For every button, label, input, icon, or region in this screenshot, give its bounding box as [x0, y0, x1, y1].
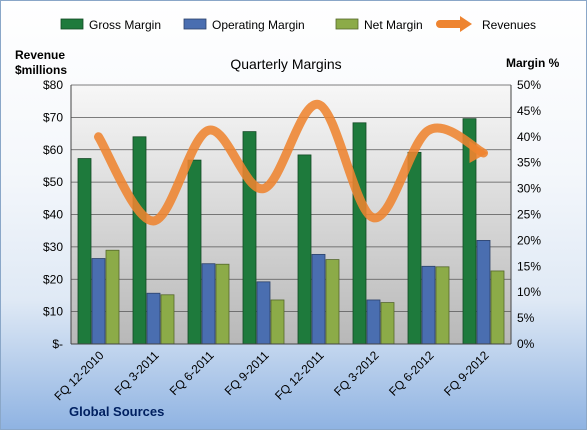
- right-tick-label: 0%: [517, 337, 535, 351]
- legend-label: Gross Margin: [89, 18, 161, 32]
- bar-operating-margin: [201, 263, 216, 345]
- legend-label: Revenues: [482, 18, 536, 32]
- bar-net-margin: [380, 302, 395, 345]
- bar-gross-margin: [297, 154, 312, 345]
- chart-title: Quarterly Margins: [230, 56, 341, 72]
- bar-net-margin: [105, 249, 120, 345]
- legend-label: Operating Margin: [212, 18, 305, 32]
- bar-net-margin: [215, 263, 230, 345]
- left-tick-label: $80: [43, 78, 63, 92]
- category-label: FQ 3-2011: [112, 348, 162, 398]
- legend-label: Net Margin: [364, 18, 423, 32]
- bar-net-margin: [435, 266, 450, 345]
- left-tick-label: $30: [43, 240, 63, 254]
- left-tick-label: $70: [43, 110, 63, 124]
- legend-swatch: [335, 18, 359, 30]
- bar-gross-margin: [407, 151, 422, 345]
- revenue-line: [94, 99, 488, 226]
- right-tick-label: 40%: [517, 130, 541, 144]
- right-axis-label: Margin %: [506, 56, 560, 70]
- bar-gross-margin: [352, 122, 367, 345]
- right-tick-label: 25%: [517, 208, 541, 222]
- bar-operating-margin: [421, 265, 436, 345]
- bar-gross-margin: [77, 158, 92, 345]
- bar-gross-margin: [242, 131, 257, 345]
- right-tick-label: 50%: [517, 78, 541, 92]
- category-label: FQ 12-2010: [51, 348, 106, 403]
- right-tick-label: 15%: [517, 259, 541, 273]
- source-label: Global Sources: [69, 404, 164, 419]
- bar-net-margin: [325, 259, 340, 345]
- left-tick-label: $20: [43, 272, 63, 286]
- bar-operating-margin: [256, 281, 271, 345]
- category-label: FQ 3-2012: [331, 348, 382, 399]
- legend-arrowhead: [460, 16, 472, 32]
- bar-gross-margin: [187, 159, 202, 345]
- left-tick-label: $10: [43, 305, 63, 319]
- category-label: FQ 6-2012: [386, 348, 437, 399]
- legend-swatch: [60, 18, 84, 30]
- right-tick-label: 30%: [517, 182, 541, 196]
- category-label: FQ 6-2011: [167, 348, 217, 398]
- bar-net-margin: [160, 294, 175, 345]
- legend: Gross Margin Operating Margin Net Margin Re…: [60, 16, 536, 32]
- category-label: FQ 9-2012: [441, 348, 492, 399]
- revenue-line-arrowhead: [469, 140, 488, 163]
- left-tick-label: $40: [43, 208, 63, 222]
- left-tick-label: $60: [43, 143, 63, 157]
- bar-operating-margin: [91, 258, 106, 345]
- revenue-line-path: [94, 99, 488, 226]
- left-axis-label-line1: Revenue: [15, 48, 65, 62]
- bar-net-margin: [270, 299, 285, 345]
- bar-operating-margin: [311, 253, 326, 345]
- left-tick-label: $-: [52, 337, 63, 351]
- right-tick-label: 20%: [517, 233, 541, 247]
- bar-net-margin: [490, 270, 505, 345]
- left-tick-label: $50: [43, 175, 63, 189]
- category-label: FQ 12-2011: [272, 348, 327, 403]
- legend-swatch: [183, 18, 207, 30]
- bar-gross-margin: [132, 136, 147, 345]
- left-axis-label-line2: $millions: [15, 63, 67, 77]
- right-tick-label: 35%: [517, 156, 541, 170]
- right-tick-label: 45%: [517, 104, 541, 118]
- bar-operating-margin: [366, 299, 381, 345]
- right-tick-label: 10%: [517, 285, 541, 299]
- category-label: FQ 9-2011: [222, 348, 272, 398]
- bar-operating-margin: [476, 239, 491, 345]
- right-tick-label: 5%: [517, 311, 535, 325]
- bar-operating-margin: [146, 292, 161, 345]
